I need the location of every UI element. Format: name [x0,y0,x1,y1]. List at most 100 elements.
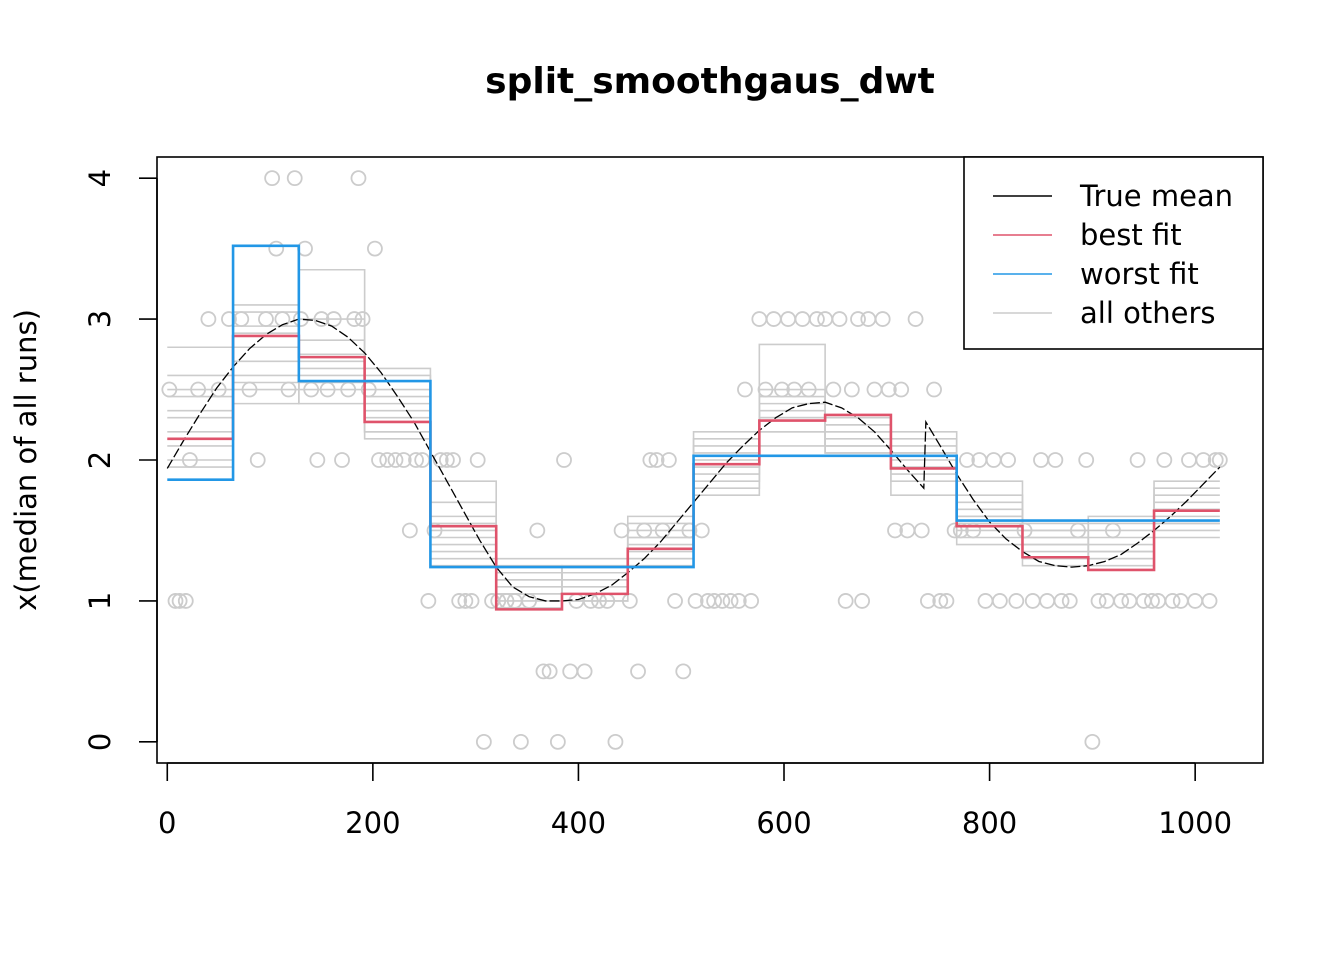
data-point [177,593,194,609]
data-point [512,733,529,750]
data-point [541,663,558,680]
data-point [249,452,266,468]
data-point [309,452,326,468]
data-point [1195,452,1212,468]
data-point [200,311,217,327]
data-point [613,522,630,539]
data-point [167,593,184,609]
data-point [469,452,486,468]
data-point [687,593,704,609]
legend-best-fit-label: best fit [1080,218,1182,252]
fits-layer [166,244,1221,611]
data-point [426,522,443,539]
data-point [1053,593,1070,609]
legend-all-others-label: all others [1080,296,1215,330]
data-point [630,663,646,680]
y-axis-label: x(median of all runs) [9,309,43,611]
worst-fit-line [167,244,1220,569]
data-point [843,381,860,398]
data-point [346,311,363,327]
data-point [757,381,774,398]
data-point [681,522,698,539]
data-point [535,663,552,680]
y-tick-label: 4 [83,169,117,187]
data-point [913,522,930,539]
data-point [621,593,638,609]
data-point [325,311,342,327]
data-point [221,311,237,327]
data-point [258,311,274,327]
data-point [743,593,760,609]
data-point [1144,593,1160,609]
data-point [893,381,910,398]
chart-title: split_smoothgaus_dwt [485,61,935,102]
data-point [850,311,866,327]
data-point [432,452,449,468]
x-tick-label: 600 [756,806,811,840]
data-point [874,311,891,327]
data-point [1156,452,1173,468]
data-point [171,593,188,609]
data-point [576,663,593,680]
legend-box [963,156,1264,350]
data-point [952,522,969,539]
data-point [529,522,546,539]
y-axis: 0 1 2 3 4 [83,169,158,751]
data-point [675,663,692,680]
data-point [556,452,572,468]
data-point [722,593,739,609]
points-layer [161,170,1228,750]
data-point [660,452,677,468]
data-point [1008,593,1025,609]
data-point [264,170,281,187]
y-tick-label: 1 [83,592,117,610]
data-point [932,593,949,609]
data-point [319,381,336,398]
data-point [420,593,437,609]
data-point [268,240,285,257]
data-point [1129,452,1146,468]
data-point [737,381,753,398]
data-point [303,381,320,398]
data-point [636,522,653,539]
data-point [800,381,817,398]
data-point [161,381,178,398]
data-point [831,311,848,327]
data-point [371,452,387,468]
true-mean-line [166,318,1221,602]
data-point [1016,522,1033,539]
data-point [714,593,731,609]
data-point [334,452,350,468]
data-point [274,311,291,327]
data-point [286,170,303,187]
data-point [354,311,371,327]
y-tick-label: 0 [83,733,117,751]
data-point [445,452,461,468]
data-point [490,593,507,609]
data-point [313,311,330,327]
x-tick-label: 800 [962,806,1017,840]
data-point [241,381,258,398]
data-point [1061,593,1078,609]
data-point [706,593,723,609]
data-point [451,593,468,609]
data-point [401,522,418,539]
x-axis: 0 200 400 600 800 1000 [158,762,1232,840]
data-point [181,452,198,468]
data-point [1211,452,1228,468]
legend-true-mean-label: True mean [1079,179,1233,213]
legend-worst-fit-label: worst fit [1080,257,1199,291]
data-point [350,170,367,187]
x-tick-label: 0 [158,806,176,840]
data-point [1105,522,1121,539]
data-point [521,593,537,609]
data-point [946,522,963,539]
data-point [360,381,377,398]
y-tick-label: 2 [83,451,117,469]
data-point [965,522,982,539]
data-point [648,452,665,468]
data-point [926,381,942,398]
data-point [1047,452,1064,468]
data-point [1084,733,1101,750]
